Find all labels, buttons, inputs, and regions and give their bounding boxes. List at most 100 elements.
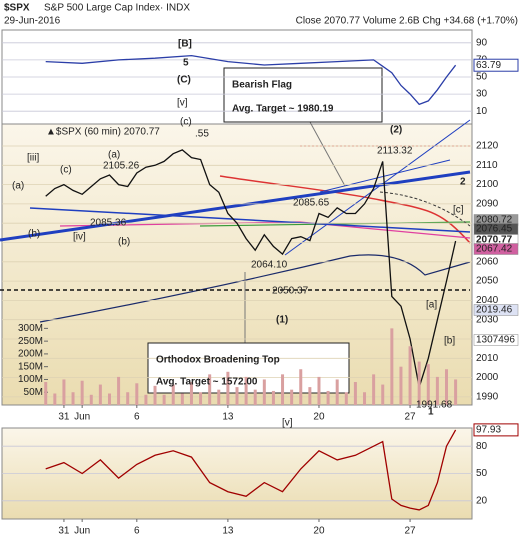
price-label: 2080.72 bbox=[476, 215, 513, 226]
price-label: 2019.46 bbox=[476, 305, 513, 316]
y-tick-label: 2010 bbox=[476, 353, 499, 364]
x-tick-label: 13 bbox=[222, 412, 234, 423]
price-label-box bbox=[473, 243, 519, 255]
last-value-label: 63.79 bbox=[476, 60, 501, 71]
volume-bar bbox=[317, 376, 321, 405]
y2-tick-label: 300M bbox=[18, 323, 43, 334]
annotation: 2105.26 bbox=[103, 161, 140, 172]
x-tick-label: 20 bbox=[313, 526, 325, 537]
volume-bar bbox=[381, 384, 385, 405]
pointer bbox=[309, 121, 346, 187]
annotation: [B] bbox=[178, 39, 192, 50]
price-label: 2070.77 bbox=[476, 235, 513, 246]
annotation: (1) bbox=[276, 315, 288, 326]
volume-bar bbox=[444, 369, 448, 405]
annotation: [iv] bbox=[73, 232, 86, 243]
volume-bar bbox=[126, 392, 130, 405]
volume-bar bbox=[153, 385, 157, 405]
annotation: (c) bbox=[180, 117, 192, 128]
price-label-box bbox=[473, 304, 519, 316]
y-tick-label: 10 bbox=[476, 106, 488, 117]
series-line bbox=[45, 429, 457, 511]
volume-bar bbox=[235, 387, 239, 405]
price-label: 2076.45 bbox=[476, 224, 513, 235]
annotation: Bearish Flag bbox=[232, 80, 292, 91]
volume-bar bbox=[80, 380, 84, 405]
volume-bar bbox=[199, 392, 203, 405]
annotation: 2 bbox=[460, 177, 466, 188]
volume-bar bbox=[62, 379, 66, 405]
volume-bar bbox=[344, 392, 348, 405]
annotation: 2050.37 bbox=[272, 286, 309, 297]
x-tick-label: 27 bbox=[404, 412, 416, 423]
price-label: 2067.42 bbox=[476, 244, 513, 255]
y-tick-label: 80 bbox=[476, 441, 488, 452]
y-tick-label: 50 bbox=[476, 468, 488, 479]
annotation: (a) bbox=[12, 181, 24, 192]
annotation: (c) bbox=[60, 165, 72, 176]
volume-bar bbox=[117, 376, 121, 405]
volume-bar bbox=[135, 383, 139, 405]
x-tick-label: 20 bbox=[313, 412, 325, 423]
trendline bbox=[0, 170, 471, 242]
y-tick-label: 1990 bbox=[476, 392, 499, 403]
volume-bar bbox=[281, 374, 285, 405]
index-name: S&P 500 Large Cap Index· INDX bbox=[44, 3, 190, 14]
annotation: .55 bbox=[195, 129, 209, 140]
y-tick-label: 90 bbox=[476, 37, 488, 48]
volume-bar bbox=[353, 382, 357, 405]
x-tick-label: 31 bbox=[58, 412, 70, 423]
x-tick-label: Jun bbox=[74, 526, 90, 537]
annotation: [iii] bbox=[27, 153, 39, 164]
envelope bbox=[39, 254, 471, 323]
volume-bar bbox=[435, 376, 439, 405]
volume-bar bbox=[399, 366, 403, 405]
y-tick-label: 2100 bbox=[476, 179, 499, 190]
annotation: Avg. Target ~ 1980.19 bbox=[232, 104, 334, 115]
y-tick-label: 2090 bbox=[476, 199, 499, 210]
volume-bar bbox=[335, 379, 339, 405]
volume-bar bbox=[171, 384, 175, 405]
date: 29-Jun-2016 bbox=[4, 16, 61, 27]
y2-tick-label: 200M bbox=[18, 349, 43, 360]
volume-bar bbox=[189, 382, 193, 405]
annotation: Avg. Target ~ 1572.00 bbox=[156, 377, 258, 388]
volume-bar bbox=[98, 384, 102, 405]
annotation: [v] bbox=[177, 98, 188, 109]
annotation: Orthodox Broadening Top bbox=[156, 355, 280, 366]
volume-bar bbox=[271, 390, 275, 405]
last-value-box bbox=[473, 58, 519, 72]
y-tick-label: 2060 bbox=[476, 256, 499, 267]
volume-bar bbox=[262, 379, 266, 405]
volume-bar bbox=[89, 394, 93, 405]
annotation: (b) bbox=[28, 229, 40, 240]
series-line bbox=[45, 149, 457, 388]
annotation: 1991.68 bbox=[416, 400, 453, 411]
volume-bar bbox=[107, 393, 111, 405]
y-tick-label: 30 bbox=[476, 89, 488, 100]
annotation: (2) bbox=[390, 125, 402, 136]
annotation: (b) bbox=[118, 237, 130, 248]
volume-bar bbox=[454, 379, 458, 405]
series-line bbox=[45, 54, 457, 106]
y-tick-label: 2110 bbox=[476, 160, 498, 171]
y-tick-label: 2120 bbox=[476, 141, 499, 152]
volume-bar bbox=[208, 374, 212, 405]
y2-tick-label: 250M bbox=[18, 336, 43, 347]
volume-bar bbox=[226, 371, 230, 405]
moving-average bbox=[379, 191, 471, 227]
y2-tick-label: 150M bbox=[18, 361, 43, 372]
volume-bar bbox=[326, 390, 330, 405]
volume-bar bbox=[217, 389, 221, 405]
volume-bar bbox=[162, 394, 166, 405]
volume-bar bbox=[71, 392, 75, 405]
trendline bbox=[29, 207, 471, 233]
volume-bar bbox=[372, 374, 376, 405]
x-tick-label: Jun bbox=[74, 412, 90, 423]
x-tick-label: 6 bbox=[134, 412, 140, 423]
annotation: 2064.10 bbox=[251, 260, 288, 271]
y-tick-label: 20 bbox=[476, 495, 488, 506]
x-tick-label: 6 bbox=[134, 526, 140, 537]
x-tick-label: 13 bbox=[222, 526, 234, 537]
